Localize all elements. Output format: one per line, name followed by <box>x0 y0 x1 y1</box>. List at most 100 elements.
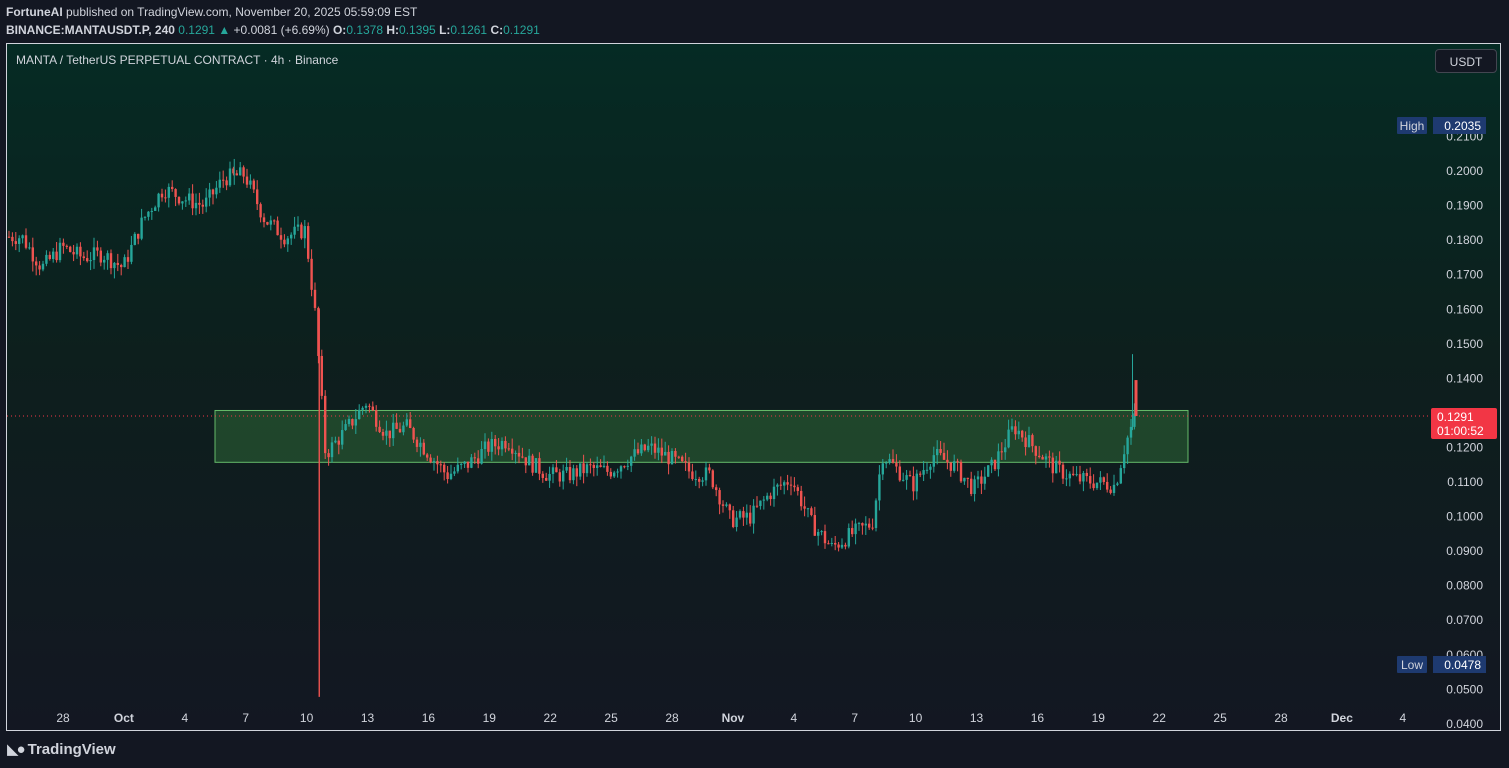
candle-body <box>636 449 640 454</box>
candle-body <box>562 470 565 482</box>
candle-body <box>592 464 595 468</box>
last-price: 0.1291 <box>178 23 215 37</box>
x-axis-tick-label: 4 <box>1399 711 1406 725</box>
candle-body <box>568 467 572 481</box>
y-axis-tick-label: 0.1000 <box>1446 510 1483 524</box>
candle-body <box>844 544 847 547</box>
candle-body <box>1007 429 1010 448</box>
candle-body <box>405 419 408 426</box>
candle-body <box>228 168 232 186</box>
last-price-tag-value: 0.1291 <box>1437 410 1474 424</box>
candle-body <box>120 264 123 268</box>
candle-body <box>409 419 412 429</box>
candle-body <box>252 180 255 190</box>
candle-body <box>443 464 446 473</box>
candle-body <box>150 210 153 212</box>
candle-body <box>52 251 55 259</box>
candle-body <box>803 506 806 509</box>
candle-body <box>742 511 745 518</box>
candle-body <box>422 442 425 455</box>
candle-body <box>1010 426 1014 430</box>
x-axis-tick-label: 28 <box>56 711 70 725</box>
candle-body <box>35 261 38 266</box>
candle-body <box>575 468 578 477</box>
low-marker-value: 0.0478 <box>1444 658 1481 672</box>
candle-body <box>623 466 626 468</box>
x-axis-tick-label: 28 <box>665 711 679 725</box>
candle-body <box>902 479 905 481</box>
candle-body <box>511 448 514 454</box>
candle-body <box>116 262 119 265</box>
candle-body <box>738 511 742 518</box>
candle-body <box>1034 446 1037 456</box>
candle-body <box>62 242 65 246</box>
candle-body <box>1017 430 1020 435</box>
candle-body <box>1133 413 1136 427</box>
candle-body <box>171 186 174 190</box>
high-marker-value: 0.2035 <box>1444 119 1481 133</box>
candlestick-chart[interactable]: 0.21000.20000.19000.18000.17000.16000.15… <box>7 44 1501 731</box>
author-name[interactable]: FortuneAI <box>6 5 63 19</box>
candle-body <box>687 462 691 472</box>
candle-body <box>987 465 990 477</box>
candle-body <box>225 180 228 186</box>
publish-line: FortuneAI published on TradingView.com, … <box>6 3 540 21</box>
candle-body <box>72 251 75 255</box>
candle-body <box>361 407 364 410</box>
candle-body <box>1055 460 1058 474</box>
x-axis-tick-label: 13 <box>970 711 984 725</box>
candle-body <box>749 512 752 524</box>
candle-body <box>881 463 884 475</box>
candle-body <box>1078 474 1082 482</box>
candle-body <box>347 419 351 425</box>
candle-body <box>528 455 531 466</box>
candle-body <box>191 193 194 209</box>
candle-body <box>1109 489 1112 493</box>
tradingview-logo[interactable]: ◣● TradingView <box>7 740 116 759</box>
currency-button[interactable]: USDT <box>1435 49 1497 73</box>
candle-body <box>313 289 317 308</box>
candle-body <box>626 465 629 467</box>
candle-body <box>762 499 765 501</box>
candle-body <box>1102 477 1105 482</box>
candle-body <box>412 428 415 440</box>
candle-body <box>1014 426 1017 435</box>
x-axis-tick-label: 19 <box>483 711 497 725</box>
candle-body <box>497 446 500 450</box>
candle-body <box>1058 460 1061 465</box>
x-axis-tick-label: 13 <box>361 711 375 725</box>
candle-body <box>796 487 799 491</box>
candle-body <box>521 456 524 458</box>
candle-body <box>779 484 782 486</box>
candle-body <box>140 217 143 239</box>
candle-body <box>728 504 731 511</box>
low-marker-label: Low <box>1401 658 1423 672</box>
candle-body <box>55 251 58 261</box>
candle-body <box>310 258 313 290</box>
candle-body <box>861 523 864 526</box>
candle-body <box>164 197 167 199</box>
candle-body <box>885 462 888 464</box>
candle-body <box>545 477 548 481</box>
candle-body <box>235 173 238 176</box>
candle-body <box>300 224 303 239</box>
candle-body <box>249 180 252 185</box>
candle-body <box>1099 477 1102 483</box>
candle-body <box>1092 483 1095 489</box>
countdown-timer: 01:00:52 <box>1437 424 1484 438</box>
candle-body <box>392 422 395 439</box>
candle-body <box>446 472 449 480</box>
candle-body <box>14 241 17 244</box>
candle-body <box>143 216 147 218</box>
x-axis-tick-label: Dec <box>1331 711 1353 725</box>
candle-body <box>368 405 371 407</box>
chart-frame[interactable]: 0.2100 0.2000 0.1900 0.1800 0.1700 0.1600 0.15… <box>6 43 1501 731</box>
candle-body <box>993 459 997 470</box>
close-value: 0.1291 <box>503 23 540 37</box>
candle-body <box>551 467 555 474</box>
candle-body <box>752 505 755 524</box>
candle-body <box>18 238 21 244</box>
candle-body <box>381 431 385 436</box>
candle-body <box>48 254 51 259</box>
candle-body <box>470 457 473 468</box>
